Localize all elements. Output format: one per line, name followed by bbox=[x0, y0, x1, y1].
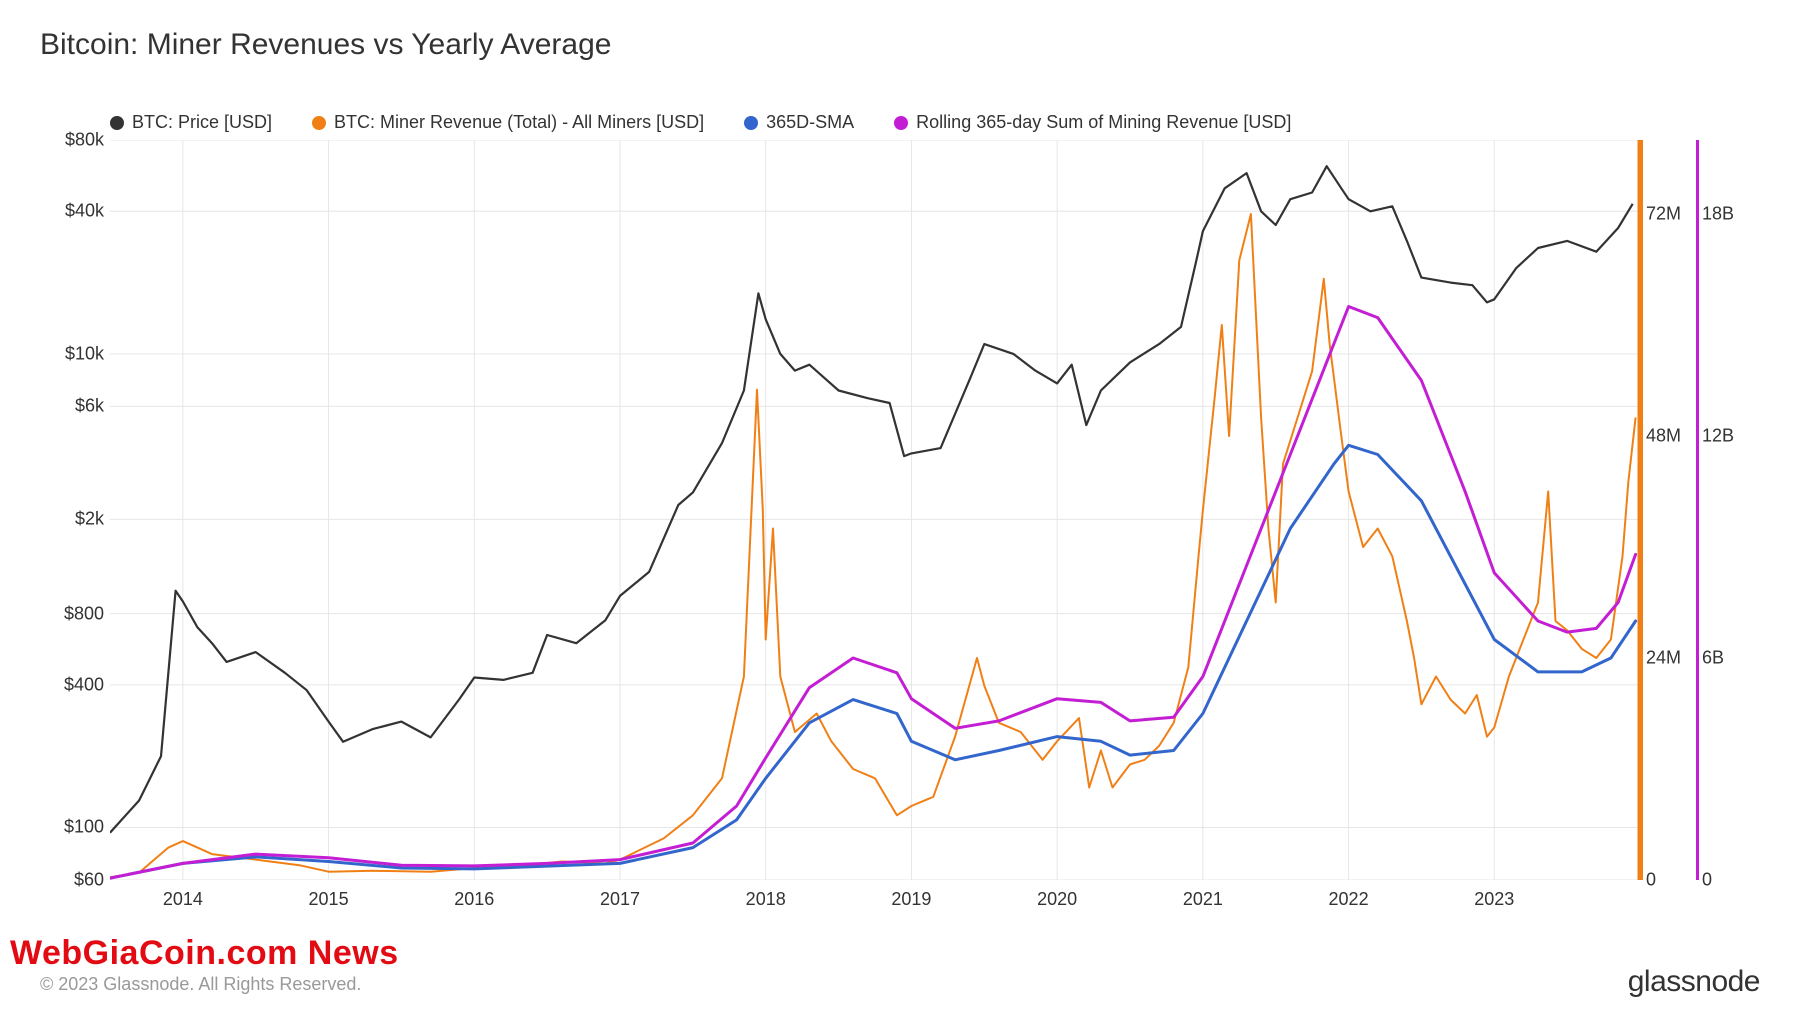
legend-label: Rolling 365-day Sum of Mining Revenue [U… bbox=[916, 112, 1291, 133]
chart-title: Bitcoin: Miner Revenues vs Yearly Averag… bbox=[40, 28, 1760, 62]
right-axis-orange-line bbox=[1640, 140, 1643, 880]
y-left-tick: $100 bbox=[44, 817, 104, 838]
y-right2-tick: 6B bbox=[1702, 648, 1746, 669]
x-tick: 2017 bbox=[600, 889, 640, 910]
plot-area: $60$100$400$800$2k$6k$10k$40k$80k2014201… bbox=[110, 140, 1640, 880]
legend-item[interactable]: BTC: Miner Revenue (Total) - All Miners … bbox=[312, 112, 704, 133]
x-tick: 2015 bbox=[309, 889, 349, 910]
y-left-tick: $60 bbox=[44, 870, 104, 891]
legend-swatch bbox=[744, 116, 758, 130]
legend-label: BTC: Miner Revenue (Total) - All Miners … bbox=[334, 112, 704, 133]
y-left-tick: $80k bbox=[44, 130, 104, 151]
legend-item[interactable]: Rolling 365-day Sum of Mining Revenue [U… bbox=[894, 112, 1291, 133]
x-tick: 2019 bbox=[891, 889, 931, 910]
y-right2-tick: 12B bbox=[1702, 426, 1746, 447]
x-tick: 2023 bbox=[1474, 889, 1514, 910]
y-right2-tick: 0 bbox=[1702, 870, 1746, 891]
x-tick: 2020 bbox=[1037, 889, 1077, 910]
y-left-tick: $800 bbox=[44, 603, 104, 624]
legend-swatch bbox=[894, 116, 908, 130]
x-tick: 2018 bbox=[746, 889, 786, 910]
y-right1-tick: 72M bbox=[1646, 204, 1690, 225]
legend-label: 365D-SMA bbox=[766, 112, 854, 133]
x-tick: 2014 bbox=[163, 889, 203, 910]
copyright-text: © 2023 Glassnode. All Rights Reserved. bbox=[40, 974, 361, 995]
y-left-tick: $40k bbox=[44, 201, 104, 222]
legend-swatch bbox=[110, 116, 124, 130]
watermark-news: WebGiaCoin.com News bbox=[10, 934, 399, 973]
y-right1-tick: 0 bbox=[1646, 870, 1690, 891]
legend: BTC: Price [USD] BTC: Miner Revenue (Tota… bbox=[110, 112, 1291, 133]
brand-logo: glassnode bbox=[1628, 965, 1760, 999]
x-tick: 2022 bbox=[1329, 889, 1369, 910]
y-right2-tick: 18B bbox=[1702, 204, 1746, 225]
right-axis-purple-line bbox=[1696, 140, 1699, 880]
y-left-tick: $400 bbox=[44, 674, 104, 695]
legend-label: BTC: Price [USD] bbox=[132, 112, 272, 133]
legend-item[interactable]: BTC: Price [USD] bbox=[110, 112, 272, 133]
y-left-tick: $2k bbox=[44, 509, 104, 530]
y-right1-tick: 48M bbox=[1646, 426, 1690, 447]
x-tick: 2021 bbox=[1183, 889, 1223, 910]
y-left-tick: $10k bbox=[44, 343, 104, 364]
y-left-tick: $6k bbox=[44, 396, 104, 417]
y-right1-tick: 24M bbox=[1646, 648, 1690, 669]
legend-item[interactable]: 365D-SMA bbox=[744, 112, 854, 133]
legend-swatch bbox=[312, 116, 326, 130]
x-tick: 2016 bbox=[454, 889, 494, 910]
